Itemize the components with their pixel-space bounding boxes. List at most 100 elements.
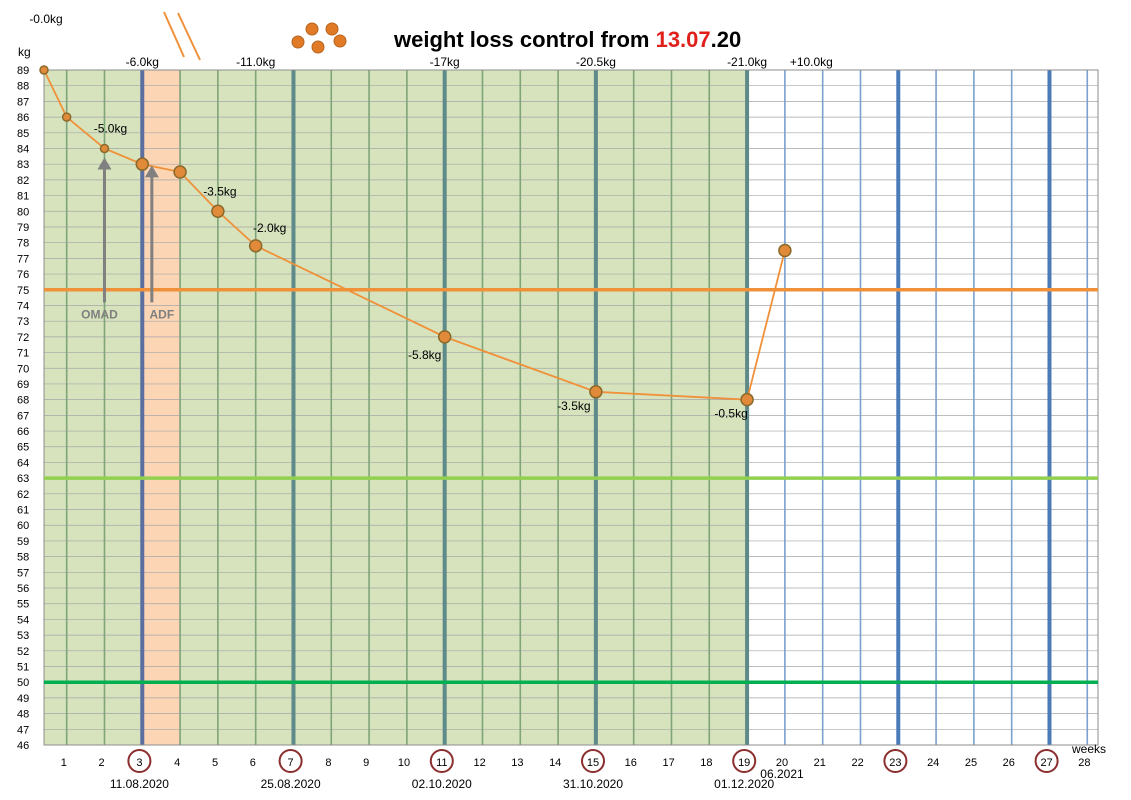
y-tick-89: 89: [17, 65, 29, 77]
week-circle-23: [883, 749, 908, 773]
y-tick-75: 75: [17, 285, 29, 297]
title-part-3: .20: [711, 27, 742, 52]
top-label-2: -17kg: [430, 55, 460, 69]
y-tick-54: 54: [17, 614, 29, 626]
week-circle-7: [278, 749, 303, 773]
x-tick-3: 3: [136, 757, 142, 769]
x-tick-14: 14: [549, 757, 561, 769]
x-tick-11: 11: [436, 757, 447, 769]
x-tick-19: 19: [738, 757, 750, 769]
grid-lines: [43, 69, 1099, 746]
data-point-4: [173, 165, 187, 179]
top-label-5: +10.0kg: [790, 55, 833, 69]
x-tick-18: 18: [700, 757, 712, 769]
point-label-5: -3.5kg: [557, 399, 590, 413]
x-tick-1: 1: [61, 757, 67, 769]
y-tick-85: 85: [17, 128, 29, 140]
data-point-2: [99, 143, 110, 154]
y-tick-65: 65: [17, 442, 29, 454]
data-point-6: [248, 239, 263, 253]
y-tick-53: 53: [17, 630, 29, 642]
date-label-15: 31.10.2020: [563, 777, 623, 791]
y-tick-83: 83: [17, 159, 29, 171]
data-point-1: [61, 112, 72, 122]
weight-series: [39, 65, 792, 407]
y-tick-76: 76: [17, 269, 29, 281]
point-label-1: -5.0kg: [94, 121, 127, 135]
y-tick-66: 66: [17, 426, 29, 438]
plot-border: [43, 69, 1099, 746]
annotations: OMAD ADF: [81, 157, 174, 321]
x-tick-16: 16: [625, 757, 637, 769]
date-label-20: 06.2021: [760, 767, 804, 781]
top-label-1: -11.0kg: [236, 55, 275, 69]
x-tick-9: 9: [363, 757, 369, 769]
point-label-3: -2.0kg: [253, 221, 286, 235]
y-tick-67: 67: [17, 410, 29, 422]
arrow-head-1: [144, 165, 159, 178]
x-tick-6: 6: [250, 757, 256, 769]
y-tick-87: 87: [17, 96, 29, 108]
y-tick-69: 69: [17, 379, 29, 391]
y-tick-71: 71: [17, 348, 29, 360]
data-point-0: [39, 65, 49, 75]
x-tick-28: 28: [1078, 757, 1090, 769]
top-label-0: -6.0kg: [126, 55, 159, 69]
y-tick-63: 63: [17, 473, 29, 485]
y-tick-82: 82: [17, 175, 29, 187]
y-tick-52: 52: [17, 646, 29, 658]
shaded-regions: [44, 70, 748, 745]
date-label-7: 25.08.2020: [261, 777, 321, 791]
x-tick-24: 24: [927, 757, 939, 769]
top-label-4: -21.0kg: [727, 55, 767, 69]
week-circle-11: [429, 749, 454, 773]
axis-ticks: 8988878685848382818079787776757473727170…: [17, 65, 1091, 791]
week-circle-15: [581, 749, 605, 773]
x-tick-21: 21: [814, 757, 826, 769]
y-tick-79: 79: [17, 222, 29, 234]
x-tick-10: 10: [398, 757, 410, 769]
data-point-9: [740, 392, 754, 407]
y-tick-62: 62: [17, 489, 29, 501]
date-label-11: 02.10.2020: [412, 777, 472, 791]
y-axis-label: kg: [18, 45, 31, 59]
y-tick-47: 47: [17, 724, 29, 736]
week-circle-19: [732, 749, 757, 773]
shaded-region-2: [180, 70, 748, 745]
y-tick-46: 46: [17, 740, 29, 752]
x-tick-15: 15: [587, 757, 599, 769]
annotation-1: ADF: [150, 307, 175, 321]
y-tick-55: 55: [17, 599, 29, 611]
x-tick-7: 7: [288, 757, 294, 769]
y-tick-61: 61: [17, 505, 29, 517]
x-tick-27: 27: [1040, 757, 1052, 769]
y-tick-60: 60: [17, 520, 29, 532]
y-tick-86: 86: [17, 112, 29, 124]
y-tick-88: 88: [17, 81, 29, 93]
annotation-0: OMAD: [81, 307, 118, 321]
x-tick-12: 12: [473, 757, 485, 769]
data-labels: -0.0kg -5.0kg -3.5kg -2.0kg -5.8kg -3.5kg -0.5…: [29, 12, 833, 421]
x-tick-2: 2: [99, 757, 105, 769]
top-label-3: -20.5kg: [576, 55, 616, 69]
y-tick-74: 74: [17, 300, 29, 312]
y-tick-57: 57: [17, 567, 29, 579]
week-circle-3: [127, 749, 152, 773]
data-point-8: [589, 385, 603, 399]
target-lines: [44, 288, 1098, 684]
x-tick-8: 8: [325, 757, 331, 769]
y-tick-49: 49: [17, 693, 29, 705]
shaded-region-1: [142, 70, 181, 745]
chart-title: weight loss control from 13.07.20: [393, 27, 741, 52]
y-tick-84: 84: [17, 143, 29, 155]
y-tick-78: 78: [17, 238, 29, 250]
date-label-19: 01.12.2020: [714, 777, 774, 791]
title-part-2: 13.07: [656, 27, 711, 52]
point-label-4: -5.8kg: [408, 348, 441, 362]
y-tick-50: 50: [17, 677, 29, 689]
shaded-region-0: [44, 70, 143, 745]
arrow-head-0: [97, 157, 112, 170]
x-tick-25: 25: [965, 757, 977, 769]
date-label-3: 11.08.2020: [110, 777, 169, 791]
